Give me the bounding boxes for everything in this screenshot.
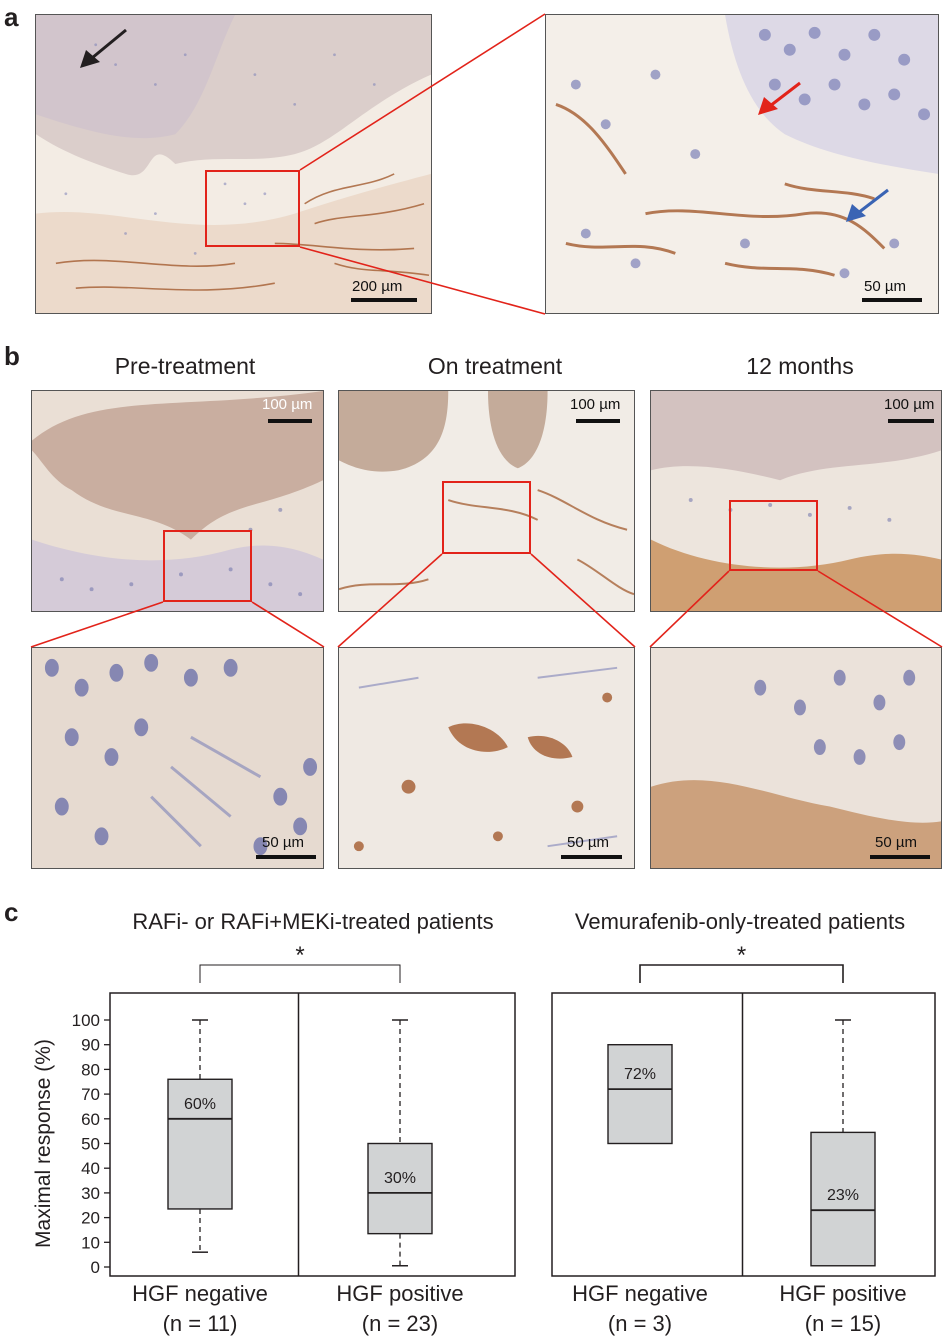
chart-title-1: RAFi- or RAFi+MEKi-treated patients xyxy=(132,909,493,934)
chart-title-2: Vemurafenib-only-treated patients xyxy=(575,909,905,934)
y-tick-label-30: 30 xyxy=(81,1184,100,1203)
y-tick-label-60: 60 xyxy=(81,1110,100,1129)
y-tick-label-80: 80 xyxy=(81,1060,100,1079)
on-treatment-top-scale-bar xyxy=(576,419,620,423)
on-treatment-zoom-box xyxy=(442,481,531,554)
12-months-bottom-scale-bar xyxy=(870,855,930,859)
column-title-pre-treatment: Pre-treatment xyxy=(114,353,256,379)
chart2-group1-category-label: HGF negative xyxy=(572,1281,708,1306)
significance-bracket-2 xyxy=(639,964,844,983)
chart1-group2-median-label: 30% xyxy=(384,1170,416,1187)
panel-a-left-scale-bar xyxy=(351,298,417,302)
chart2-group1-n-label: (n = 3) xyxy=(608,1311,672,1336)
chart1-group2-category-label: HGF positive xyxy=(336,1281,463,1306)
y-tick-label-40: 40 xyxy=(81,1159,100,1178)
chart2-group2-category-label: HGF positive xyxy=(779,1281,906,1306)
y-axis-label: Maximal response (%) xyxy=(32,1039,55,1248)
chart1-group1-n-label: (n = 11) xyxy=(163,1311,238,1336)
chart1-group1-category-label: HGF negative xyxy=(132,1281,268,1306)
pre-treatment-bottom-scale-label: 50 µm xyxy=(262,834,304,851)
pre-treatment-overview-micrograph xyxy=(31,390,324,612)
chart1-group1-box xyxy=(167,1078,233,1210)
y-tick-label-100: 100 xyxy=(72,1011,100,1030)
y-tick-label-10: 10 xyxy=(81,1233,100,1252)
chart2-group2-box xyxy=(810,1131,876,1267)
plot-frame-2 xyxy=(551,992,936,1277)
12-months-top-scale-bar xyxy=(888,419,934,423)
on-treatment-zoom-micrograph xyxy=(338,647,635,869)
12-months-top-scale-label: 100 µm xyxy=(884,396,935,413)
on-treatment-bottom-scale-label: 50 µm xyxy=(567,834,609,851)
chart1-group2-box xyxy=(367,1142,433,1235)
pre-treatment-zoom-micrograph xyxy=(31,647,324,869)
pre-treatment-bottom-scale-bar xyxy=(256,855,316,859)
y-tick-label-70: 70 xyxy=(81,1085,100,1104)
pre-treatment-top-scale-label: 100 µm xyxy=(262,396,313,413)
chart1-group2-n-label: (n = 23) xyxy=(362,1311,438,1336)
pre-treatment-zoom-box xyxy=(163,530,252,602)
panel-c-boxplots: RAFi- or RAFi+MEKi-treated patients * 0 10 2… xyxy=(32,909,936,1336)
on-treatment-bottom-scale-bar xyxy=(561,855,622,859)
panel-a-right-scale-label: 50 µm xyxy=(864,278,906,295)
y-tick-label-0: 0 xyxy=(91,1258,100,1277)
12-months-zoom-micrograph xyxy=(650,647,942,869)
y-tick-label-90: 90 xyxy=(81,1036,100,1055)
chart2-group2-median-label: 23% xyxy=(827,1187,859,1204)
panel-b-letter: b xyxy=(4,341,20,371)
panel-a-right-scale-bar xyxy=(862,298,922,302)
chart2-group1-median-label: 72% xyxy=(624,1066,656,1083)
significance-star-2: * xyxy=(737,942,746,969)
chart2-group2-n-label: (n = 15) xyxy=(805,1311,881,1336)
y-tick-label-50: 50 xyxy=(81,1135,100,1154)
significance-star-1: * xyxy=(295,942,304,969)
significance-bracket-1 xyxy=(199,964,401,983)
y-tick-label-20: 20 xyxy=(81,1209,100,1228)
pre-treatment-top-scale-bar xyxy=(268,419,312,423)
chart2-group1-box xyxy=(607,1043,673,1145)
column-title-on-treatment: On treatment xyxy=(427,353,563,379)
column-title-12-months: 12 months xyxy=(746,353,854,379)
chart1-group1-median-label: 60% xyxy=(184,1096,216,1113)
on-treatment-top-scale-label: 100 µm xyxy=(570,396,621,413)
12-months-zoom-box xyxy=(729,500,818,571)
panel-c-letter: c xyxy=(4,897,19,927)
12-months-bottom-scale-label: 50 µm xyxy=(875,834,917,851)
panel-a-left-scale-label: 200 µm xyxy=(352,278,403,295)
panel-a-overview-micrograph xyxy=(35,14,432,314)
panel-a-zoom-micrograph xyxy=(545,14,939,314)
plot-frame-1 xyxy=(109,992,516,1277)
panel-a-zoom-box xyxy=(205,170,300,247)
panel-a-letter: a xyxy=(4,2,19,32)
